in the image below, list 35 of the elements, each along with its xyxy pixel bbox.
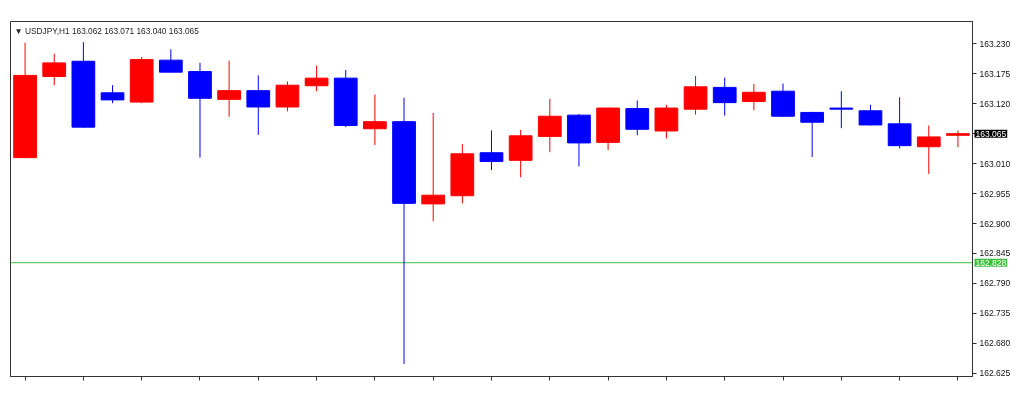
candlestick xyxy=(654,104,679,140)
candlestick xyxy=(741,83,766,111)
candlestick xyxy=(479,129,504,171)
candlestick xyxy=(800,111,825,158)
candlestick xyxy=(421,112,446,222)
candlestick xyxy=(537,98,562,153)
candlestick xyxy=(158,48,183,74)
candlestick xyxy=(858,104,883,126)
y-tick-label: 162.955 xyxy=(979,188,1011,199)
y-tick-label: 163.230 xyxy=(979,38,1011,49)
candlestick xyxy=(683,75,708,116)
candlestick xyxy=(712,77,737,117)
candlestick xyxy=(217,60,242,118)
candlestick xyxy=(829,90,854,129)
y-tick-label: 162.900 xyxy=(979,218,1011,229)
candlestick xyxy=(916,125,941,175)
text: 163.065 xyxy=(975,128,1007,139)
ref-line-label: 162.828 xyxy=(975,257,1007,268)
y-tick-label: 163.010 xyxy=(979,158,1011,169)
candlestick xyxy=(42,53,67,86)
candlestick xyxy=(946,129,970,148)
candlestick xyxy=(304,65,329,92)
y-tick-label: 162.845 xyxy=(979,248,1011,259)
y-tick-label: 162.625 xyxy=(979,368,1011,379)
candlestick xyxy=(625,99,650,136)
candlestick xyxy=(887,96,912,149)
y-tick-label: 163.120 xyxy=(979,98,1011,109)
candlestick xyxy=(246,74,271,136)
y-tick-label: 162.735 xyxy=(979,308,1011,319)
text: ▼ USDJPY,H1 163.062 163.071 163.040 163.065 xyxy=(14,25,200,36)
y-tick-label: 162.680 xyxy=(979,338,1011,349)
y-tick-label: 162.790 xyxy=(979,278,1011,289)
y-tick-label: 163.175 xyxy=(979,68,1011,79)
candlestick xyxy=(363,93,387,146)
candlestick xyxy=(275,80,300,112)
